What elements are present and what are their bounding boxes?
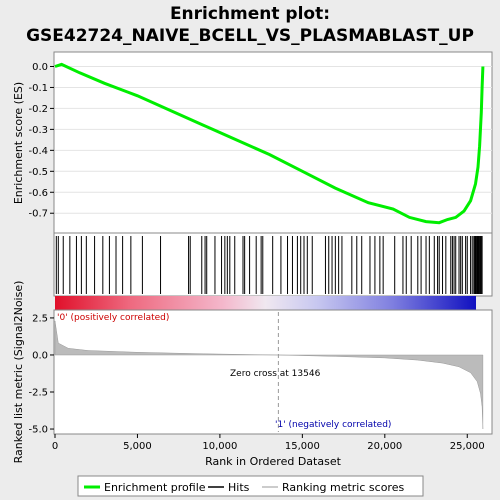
es-ytick-label: -0.6 bbox=[28, 188, 48, 199]
x-tick-label: 0 bbox=[52, 441, 58, 452]
positive-correlation-label: '0' (positively correlated) bbox=[57, 313, 169, 323]
chart-title-line2: GSE42724_NAIVE_BCELL_VS_PLASMABLAST_UP bbox=[26, 26, 474, 46]
es-ylabel: Enrichment score (ES) bbox=[12, 82, 25, 204]
x-tick-label: 10,000 bbox=[202, 441, 237, 452]
ranking-metric-area bbox=[54, 320, 484, 430]
metric-ytick-label: 0.0 bbox=[32, 350, 48, 361]
legend-hits-label: Hits bbox=[228, 481, 250, 494]
es-ytick-label: -0.2 bbox=[28, 104, 48, 115]
legend-metric-label: Ranking metric scores bbox=[282, 481, 404, 494]
metric-ylabel: Ranked list metric (Signal2Noise) bbox=[12, 281, 25, 464]
es-ytick-label: -0.3 bbox=[28, 125, 48, 136]
chart-title-line1: Enrichment plot: bbox=[170, 4, 330, 24]
negative-correlation-label: '1' (negatively correlated) bbox=[275, 420, 391, 430]
metric-ytick-label: -5.0 bbox=[28, 425, 48, 436]
x-tick-label: 5,000 bbox=[123, 441, 152, 452]
zero-cross-label: Zero cross at 13546 bbox=[230, 369, 321, 379]
metric-ytick-label: -2.5 bbox=[28, 388, 48, 399]
metric-ytick-label: 2.5 bbox=[32, 313, 48, 324]
legend-enrichment-label: Enrichment profile bbox=[104, 481, 206, 494]
x-tick-label: 20,000 bbox=[367, 441, 402, 452]
enrichment-profile-line bbox=[54, 62, 485, 225]
x-tick-label: 15,000 bbox=[285, 441, 320, 452]
es-ytick-label: -0.4 bbox=[28, 146, 48, 157]
es-ytick-label: -0.5 bbox=[28, 167, 48, 178]
legend-box bbox=[77, 475, 424, 497]
es-ytick-label: 0.0 bbox=[32, 62, 48, 73]
x-axis-label: Rank in Ordered Dataset bbox=[205, 455, 342, 468]
es-ytick-label: -0.1 bbox=[28, 83, 48, 94]
metric-panel bbox=[53, 309, 493, 435]
es-ytick-label: -0.7 bbox=[28, 209, 48, 220]
x-tick-label: 25,000 bbox=[450, 441, 485, 452]
rank-colorbar bbox=[55, 296, 476, 310]
es-panel bbox=[53, 51, 493, 234]
